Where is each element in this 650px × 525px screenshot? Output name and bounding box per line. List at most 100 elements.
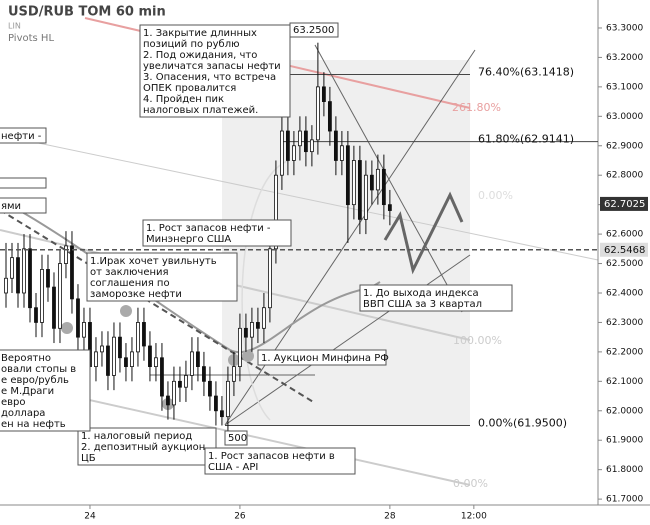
annotation-box [359, 284, 513, 312]
candle-body [214, 395, 218, 412]
annotation-line: Минэнерго США [146, 234, 231, 245]
y-tick-label: 63.1000 [606, 82, 643, 92]
candle-body [268, 248, 272, 309]
y-tick-label: 63.3000 [606, 23, 643, 33]
annotation-line: 1. Закрытие длинных [143, 28, 257, 39]
candle-body [232, 366, 236, 382]
candle-body [375, 168, 380, 191]
y-tick-label: 61.9000 [606, 436, 643, 446]
x-tick-label: 12:00 [461, 512, 487, 522]
candle-body [22, 248, 26, 294]
annotation-line: 1. налоговый период [81, 431, 192, 442]
candle-body [4, 277, 8, 294]
value-box-label: 63.2500 [293, 25, 334, 36]
annotation-line: США - API [208, 462, 258, 473]
candle-body [202, 366, 206, 382]
y-tick-label: 62.6000 [606, 230, 643, 240]
y-tick-label: 62.4000 [606, 288, 643, 298]
annotation-line: 1. Рост запасов нефти - [146, 223, 271, 234]
y-tick-label: 62.0000 [606, 406, 643, 416]
annotation-box [0, 177, 47, 189]
candle-body [250, 322, 254, 338]
candle-body [339, 145, 344, 161]
annotation-box [86, 252, 238, 302]
annotation-line: ОПЕК провалится [143, 83, 236, 94]
candle-body [106, 345, 110, 376]
candle-body [333, 130, 338, 161]
candle-body [303, 130, 308, 153]
candle-body [184, 375, 188, 388]
annotation-line: соглашения по [90, 278, 170, 289]
candle-body [220, 410, 224, 418]
annotation-line: е М.Драги [1, 386, 54, 397]
arc [241, 159, 291, 421]
annotation-line: доллара [1, 408, 45, 419]
fan-line [224, 254, 471, 426]
candle-body [40, 269, 44, 323]
annotation: 1. Аукцион Минфина РФ [257, 349, 389, 366]
annotation-box [257, 349, 387, 366]
annotation-line: 1. Рост запасов нефти в [208, 451, 335, 462]
candle-body [112, 336, 116, 376]
candle-body [280, 130, 284, 176]
candle-body [16, 257, 20, 294]
faded-label: 100.00% [453, 334, 502, 347]
candle-body [58, 263, 62, 329]
candle-body [160, 357, 164, 397]
event-marker [242, 350, 254, 362]
candle-body [82, 322, 86, 338]
trend-line [0, 134, 599, 261]
candle-body [94, 351, 98, 368]
candle-body [118, 336, 122, 359]
annotation-line: 1.Ирак хочет увильнуть [90, 256, 217, 267]
y-tick-label: 62.5000 [606, 259, 643, 269]
y-tick-label: 62.1000 [606, 377, 643, 387]
chart-title: USD/RUB TOM 60 min [8, 5, 166, 20]
candle-body [100, 345, 104, 353]
candle-body [208, 380, 212, 397]
annotation-box [0, 349, 91, 432]
candle-body [387, 204, 392, 211]
y-tick-label: 62.2000 [606, 347, 643, 357]
candle-body [262, 307, 266, 329]
event-marker [120, 305, 132, 317]
annotation-line: ВВП США за 3 квартал [363, 299, 482, 310]
fib-label: 61.80%(62.9141) [478, 133, 574, 146]
candle-body [292, 145, 296, 161]
annotation-line: ями [1, 201, 21, 212]
faded-label: 261.80% [452, 101, 501, 114]
candle-body [142, 322, 146, 347]
y-tick-label: 63.0000 [606, 112, 643, 122]
annotation-line: 3. Опасения, что встреча [143, 72, 276, 83]
candle-body [34, 307, 38, 323]
value-box-label: 500 [228, 433, 247, 444]
candle-body [196, 351, 200, 368]
annotation-line: е евро/рубль [1, 375, 69, 386]
candle-body [166, 395, 170, 406]
dashed-trend [0, 209, 316, 404]
x-tick-label: 28 [384, 512, 396, 522]
candle-body [136, 322, 140, 353]
y-tick-label: 61.7000 [606, 495, 643, 505]
x-tick-label: 24 [84, 512, 96, 522]
annotation: ями [0, 197, 47, 214]
annotation-box [142, 219, 292, 247]
candle-body [172, 380, 176, 406]
annotation-line: 1. Аукцион Минфина РФ [261, 353, 389, 364]
annotation-line: 2. Под ожидания, что [143, 50, 257, 61]
annotation: 1. Рост запасов нефти -Минэнерго США [142, 219, 292, 247]
annotation-line: позиций по рублю [143, 39, 240, 50]
annotation-line: ЦБ [81, 453, 96, 464]
candle-body [363, 174, 368, 220]
candle-body [52, 286, 56, 329]
price-tag-label: 62.7025 [604, 199, 645, 210]
candle-body [327, 101, 332, 132]
forecast-zigzag [383, 191, 464, 275]
annotation-line: налоговых платежей. [143, 105, 258, 116]
annotation-line: заморозке нефти [90, 289, 182, 300]
annotation-line: 4. Пройден пик [143, 94, 224, 105]
